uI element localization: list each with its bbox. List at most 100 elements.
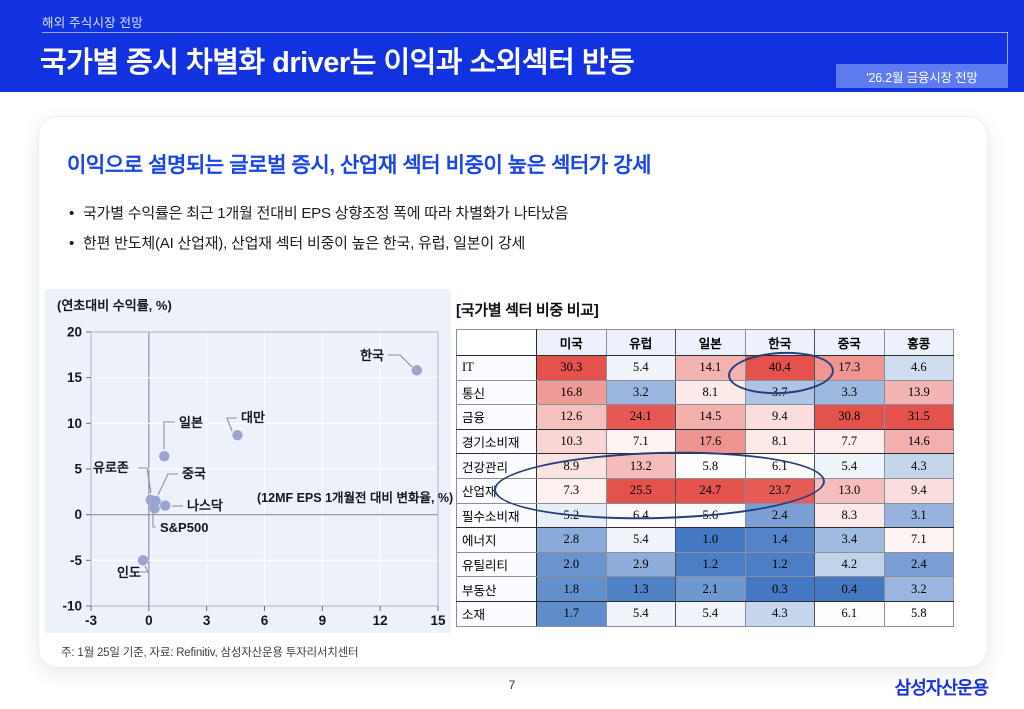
- tick-label-y: 5: [74, 462, 82, 477]
- tick-label-x: 0: [145, 613, 153, 628]
- table-row: 유틸리티 2.0 2.9 1.2 1.2 4.2 2.4: [456, 551, 954, 578]
- point-label: S&P500: [160, 520, 208, 535]
- column-header: 중국: [814, 329, 885, 356]
- leader-line: [388, 354, 413, 368]
- data-point: [232, 430, 243, 441]
- weight-cell: 2.8: [536, 527, 607, 553]
- weight-cell: 5.2: [536, 502, 607, 529]
- weight-cell: 14.5: [675, 404, 746, 430]
- leader-line: [140, 565, 149, 573]
- tick-label-x: 12: [373, 613, 388, 628]
- weight-cell: 14.6: [883, 428, 954, 455]
- weight-cell: 13.2: [605, 453, 676, 479]
- corner-cell: [456, 329, 537, 356]
- data-point: [160, 500, 171, 511]
- sector-table-block: [국가별 섹터 비중 비교] 미국 유럽 일본 한국 중국 홍콩 IT 30.3 5.4 14.1…: [456, 299, 966, 627]
- sector-label: 소재: [456, 600, 537, 627]
- table-title: [국가별 섹터 비중 비교]: [456, 302, 599, 319]
- weight-cell: 1.3: [605, 576, 676, 602]
- table-row: 필수소비재 5.2 6.4 5.6 2.4 8.3 3.1: [456, 502, 954, 529]
- sector-label: 부동산: [456, 576, 537, 602]
- table-row: 금융 12.6 24.1 14.5 9.4 30.8 31.5: [456, 404, 954, 430]
- weight-cell: 5.8: [883, 600, 954, 627]
- point-label: 중국: [182, 466, 206, 481]
- tick-label-y: 20: [67, 325, 82, 340]
- weight-cell: 3.2: [883, 576, 954, 602]
- header-right-divider: [1007, 32, 1008, 88]
- weight-cell: 24.7: [675, 477, 746, 504]
- weight-cell: 13.9: [883, 379, 954, 406]
- page-number: 7: [508, 678, 516, 692]
- weight-cell: 1.0: [675, 527, 746, 553]
- weight-cell: 30.3: [536, 355, 607, 381]
- weight-cell: 3.2: [605, 379, 676, 406]
- weight-cell: 17.6: [675, 428, 746, 455]
- column-header: 홍콩: [883, 329, 954, 356]
- column-header: 유럽: [605, 329, 676, 356]
- tick-label-y: 0: [74, 507, 82, 522]
- tick-label-x: -3: [85, 613, 97, 628]
- weight-cell: 5.6: [675, 502, 746, 529]
- header-banner: 해외 주식시장 전망 국가별 증시 차별화 driver는 이익과 소외섹터 반…: [0, 0, 1024, 92]
- weight-cell: 3.4: [814, 527, 885, 553]
- slide-title: 국가별 증시 차별화 driver는 이익과 소외섹터 반등: [40, 47, 635, 79]
- sector-label: 에너지: [456, 527, 537, 553]
- bullet-item: 한편 반도체(AI 산업재), 산업재 섹터 비중이 높은 한국, 유럽, 일본…: [69, 229, 568, 259]
- weight-cell: 5.4: [605, 600, 676, 627]
- sector-label: 금융: [456, 404, 537, 430]
- weight-cell: 23.7: [744, 477, 815, 504]
- weight-cell: 24.1: [605, 404, 676, 430]
- point-label: 한국: [360, 348, 384, 363]
- weight-cell: 1.2: [744, 551, 815, 578]
- column-header: 한국: [744, 329, 815, 356]
- sector-label: 경기소비재: [456, 428, 537, 455]
- weight-cell: 16.8: [536, 379, 607, 406]
- weight-cell: 6.4: [605, 502, 676, 529]
- sector-label: IT: [456, 355, 537, 381]
- sector-label: 필수소비재: [456, 502, 537, 529]
- bullet-list: 국가별 수익률은 최근 1개월 전대비 EPS 상향조정 폭에 따라 차별화가 …: [69, 199, 568, 259]
- weight-cell: 25.5: [605, 477, 676, 504]
- table-row: 산업재 7.3 25.5 24.7 23.7 13.0 9.4: [456, 477, 954, 504]
- weight-cell: 7.3: [536, 477, 607, 504]
- table-row: 경기소비재 10.3 7.1 17.6 8.1 7.7 14.6: [456, 428, 954, 455]
- tick-label-y: 10: [67, 416, 82, 431]
- weight-cell: 1.7: [536, 600, 607, 627]
- tick-label-y: -10: [62, 599, 82, 614]
- weight-cell: 5.8: [675, 453, 746, 479]
- leader-line: [138, 467, 152, 494]
- column-header: 미국: [536, 329, 607, 356]
- column-header: 일본: [675, 329, 746, 356]
- section-label: 해외 주식시장 전망: [42, 16, 143, 30]
- weight-cell: 1.8: [536, 576, 607, 602]
- weight-cell: 5.4: [814, 453, 885, 479]
- data-point: [149, 503, 160, 514]
- point-label: 일본: [179, 415, 203, 430]
- tick-label-x: 3: [203, 613, 211, 628]
- table-row: 건강관리 8.9 13.2 5.8 6.1 5.4 4.3: [456, 453, 954, 479]
- weight-cell: 0.4: [814, 576, 885, 602]
- weight-cell: 4.2: [814, 551, 885, 578]
- weight-cell: 7.1: [883, 527, 954, 553]
- weight-cell: 9.4: [744, 404, 815, 430]
- weight-cell: 31.5: [883, 404, 954, 430]
- sector-label: 산업재: [456, 477, 537, 504]
- weight-cell: 4.3: [744, 600, 815, 627]
- weight-cell: 0.3: [744, 576, 815, 602]
- xaxis-annotation: (12MF EPS 1개월전 대비 변화율, %): [257, 490, 453, 505]
- content-card: 이익으로 설명되는 글로벌 증시, 산업재 섹터 비중이 높은 섹터가 강세 국…: [38, 116, 988, 668]
- sector-label: 유틸리티: [456, 551, 537, 578]
- weight-cell: 2.1: [675, 576, 746, 602]
- source-note: 주: 1월 25일 기준, 자료: Refinitiv, 삼성자산운용 투자리서…: [61, 647, 359, 659]
- table-row: 에너지 2.8 5.4 1.0 1.4 3.4 7.1: [456, 527, 954, 553]
- sector-label: 건강관리: [456, 453, 537, 479]
- weight-cell: 2.9: [605, 551, 676, 578]
- card-heading: 이익으로 설명되는 글로벌 증시, 산업재 섹터 비중이 높은 섹터가 강세: [67, 154, 652, 177]
- weight-cell: 6.1: [744, 453, 815, 479]
- tick-label-y: -5: [70, 553, 82, 568]
- tick-label-x: 6: [261, 613, 269, 628]
- weight-cell: 2.4: [883, 551, 954, 578]
- weight-cell: 7.7: [814, 428, 885, 455]
- tick-label-x: 9: [319, 613, 327, 628]
- weight-cell: 10.3: [536, 428, 607, 455]
